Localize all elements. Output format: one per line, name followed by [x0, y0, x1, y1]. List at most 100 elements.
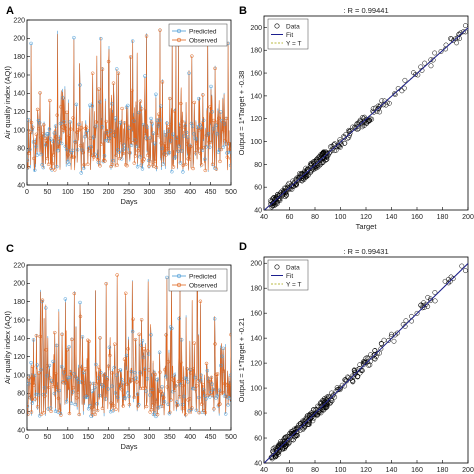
data-point: [286, 180, 292, 186]
predicted-point: [68, 120, 72, 124]
predicted-point: [28, 147, 32, 152]
observed-point: [40, 132, 45, 136]
observed-point: [146, 349, 150, 353]
data-point: [336, 386, 342, 392]
observed-point: [103, 159, 107, 163]
predicted-point: [165, 121, 169, 125]
observed-point: [213, 66, 217, 71]
data-point: [425, 294, 431, 300]
observed-point: [183, 162, 188, 167]
data-point: [413, 71, 418, 77]
observed-point: [176, 379, 181, 384]
observed-point: [153, 372, 157, 377]
observed-point: [217, 116, 221, 120]
observed-point: [175, 135, 179, 140]
observed-point: [126, 347, 130, 351]
observed-point: [77, 412, 81, 417]
observed-point: [175, 403, 179, 408]
observed-point: [111, 81, 116, 85]
observed-point: [213, 342, 217, 346]
predicted-point: [53, 409, 58, 413]
predicted-point: [59, 364, 64, 369]
observed-point: [201, 382, 205, 387]
observed-point: [135, 138, 139, 142]
observed-point: [97, 87, 101, 91]
x-tick-label: 150: [82, 189, 94, 196]
observed-point: [86, 162, 90, 166]
predicted-point: [37, 120, 42, 125]
predicted-point: [73, 402, 77, 407]
observed-point: [212, 118, 216, 123]
observed-point: [197, 410, 201, 415]
observed-point: [95, 408, 100, 413]
data-point: [294, 429, 300, 435]
observed-point: [106, 59, 111, 64]
data-point: [337, 385, 343, 391]
observed-point: [27, 412, 30, 417]
observed-point: [209, 375, 214, 380]
predicted-point: [91, 135, 96, 139]
y-axis-label: Output = 1*Target + -0.38: [237, 71, 246, 156]
legend-swatch-marker: [176, 28, 182, 34]
predicted-point: [123, 146, 128, 151]
observed-point: [159, 390, 163, 394]
observed-point: [46, 162, 51, 166]
predicted-point: [67, 345, 71, 349]
legend-label: Predicted: [189, 273, 217, 280]
x-tick-label: 500: [225, 189, 237, 196]
observed-point: [226, 389, 231, 394]
observed-point: [40, 298, 45, 302]
predicted-point: [97, 100, 102, 104]
data-point: [310, 413, 316, 419]
x-tick-label: 200: [103, 189, 115, 196]
predicted-point: [163, 133, 168, 137]
data-point: [378, 340, 384, 346]
observed-point: [49, 409, 53, 414]
legend-label: Observed: [189, 282, 218, 289]
data-point: [386, 100, 392, 106]
predicted-point: [107, 345, 112, 350]
predicted-point: [189, 121, 194, 126]
observed-point: [142, 157, 146, 161]
predicted-point: [78, 300, 82, 305]
predicted-point: [171, 132, 175, 137]
observed-point: [165, 146, 170, 151]
observed-point: [45, 364, 50, 368]
predicted-point: [151, 412, 156, 417]
predicted-point: [113, 116, 118, 120]
observed-point: [43, 394, 47, 398]
y-tick-label: 140: [13, 336, 25, 343]
predicted-point: [151, 131, 156, 135]
predicted-point: [124, 353, 129, 358]
observed-point: [59, 413, 63, 417]
predicted-point: [31, 338, 36, 342]
predicted-point: [172, 373, 177, 378]
series-group: [264, 23, 468, 210]
x-tick-label: 40: [260, 214, 268, 221]
y-tick-label: 120: [13, 109, 25, 116]
observed-point: [223, 139, 227, 143]
x-tick-label: 450: [205, 189, 217, 196]
predicted-point: [27, 404, 30, 408]
predicted-point: [141, 355, 146, 359]
data-point: [349, 373, 355, 379]
predicted-point: [227, 396, 231, 401]
observed-point: [194, 384, 199, 388]
legend-swatch-marker: [176, 273, 182, 279]
observed-point: [224, 394, 228, 399]
observed-point: [84, 393, 89, 398]
observed-point: [104, 119, 108, 124]
predicted-point: [70, 390, 75, 394]
x-tick-label: 100: [62, 189, 74, 196]
observed-point: [28, 396, 33, 400]
observed-point: [94, 120, 99, 124]
x-tick-label: 160: [411, 467, 423, 474]
data-point: [313, 406, 319, 412]
predicted-point: [30, 401, 35, 405]
data-point: [320, 155, 326, 161]
data-point: [310, 407, 316, 413]
predicted-point: [34, 144, 38, 149]
observed-point: [142, 347, 146, 351]
predicted-point: [226, 403, 230, 407]
predicted-point: [115, 67, 119, 71]
